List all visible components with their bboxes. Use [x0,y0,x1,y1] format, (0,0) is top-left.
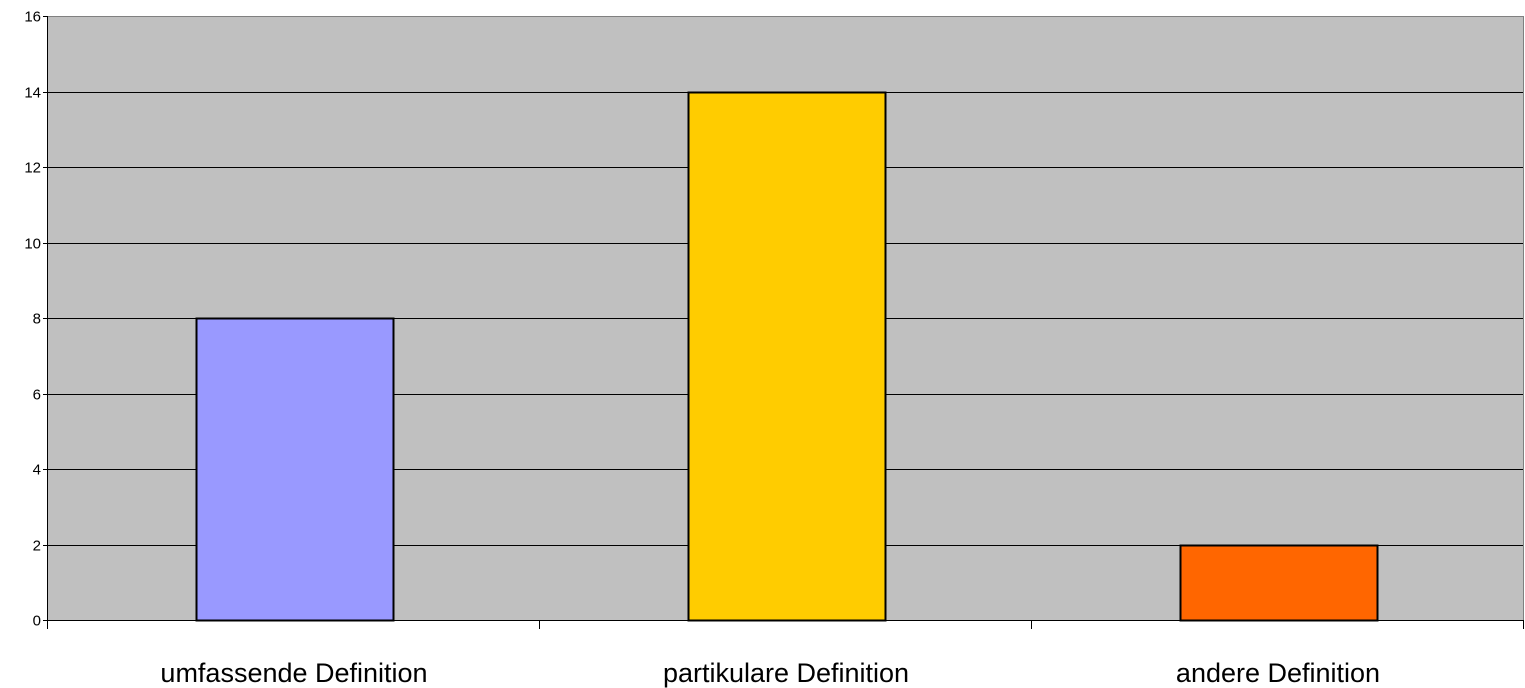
y-tick-label-14: 14 [24,85,41,102]
bar-0 [195,317,395,622]
y-tick-label-8: 8 [33,311,41,328]
x-category-label-1: partikulare Definition [663,658,909,688]
x-category-labels: umfassende Definition partikulare Definit… [160,658,1380,688]
y-tick-label-16: 16 [24,9,41,26]
x-category-label-2: andere Definition [1176,658,1380,688]
x-category-label-0: umfassende Definition [160,658,427,688]
y-tick-label-4: 4 [33,462,41,479]
y-tick-label-0: 0 [33,613,41,630]
bar-2 [1179,544,1379,622]
y-tick-label-6: 6 [33,387,41,404]
bar-1 [687,91,887,622]
y-tick-label-2: 2 [33,538,41,555]
axes [43,16,1524,629]
bars [195,91,1379,622]
y-tick-label-10: 10 [24,236,41,253]
y-tick-label-12: 12 [24,160,41,177]
y-tick-labels: 0 2 4 6 8 10 12 14 16 [24,9,41,630]
